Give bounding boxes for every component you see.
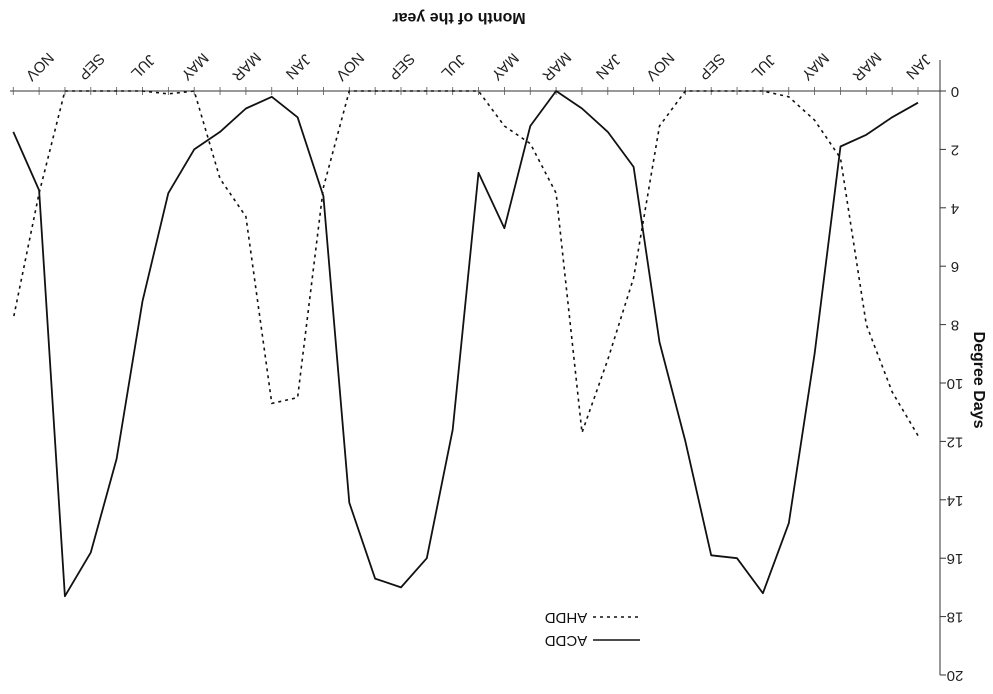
x-tick-label: JUL [127,51,158,82]
x-tick-label: MAR [228,49,264,85]
y-axis-title: Degree Days [970,332,987,429]
x-axis-title: Month of the year [392,9,525,26]
y-tick-label: 14 [947,492,964,509]
x-tick-label: MAY [177,49,211,83]
legend-label-acdd: ACDD [545,632,588,649]
x-tick-label: MAY [488,49,522,83]
series-line-acdd [12,90,919,598]
y-tick-label: 10 [947,375,964,392]
x-tick-label: SEP [385,50,418,83]
series-lines [12,90,919,598]
y-tick-label: 2 [951,141,959,158]
x-tick-label: JAN [282,50,314,82]
y-axis-ticks: 0 2 4 6 8 10 12 14 16 18 20 [940,83,963,684]
x-axis-ticks: JAN MAR MAY JUL SEP NOV JAN MAR MAY JUL SEP NOV JAN M… [12,49,934,95]
x-tick-label: JUL [438,51,469,82]
x-tick-label: JAN [902,50,934,82]
x-tick-label: SEP [75,50,108,83]
legend-label-ahdd: AHDD [545,609,588,626]
y-tick-label: 20 [947,667,964,684]
x-tick-label: NOV [332,49,367,84]
y-tick-label: 8 [951,317,959,334]
x-tick-label: NOV [642,49,677,84]
x-tick-label: SEP [695,50,728,83]
x-tick-label: MAY [798,49,832,83]
series-line-ahdd [12,90,919,437]
y-tick-label: 4 [951,200,959,217]
y-tick-label: 18 [947,609,964,626]
y-tick-label: 16 [947,550,964,567]
y-tick-label: 12 [947,433,964,450]
x-tick-label: JUL [748,51,779,82]
plot-frame [10,60,941,675]
legend: AHDD ACDD [545,609,640,649]
y-tick-label: 0 [951,83,959,100]
x-tick-label: MAR [539,49,575,85]
y-tick-label: 6 [951,258,959,275]
x-tick-label: JAN [592,50,624,82]
x-tick-label: MAR [849,49,885,85]
x-tick-label: NOV [22,49,57,84]
